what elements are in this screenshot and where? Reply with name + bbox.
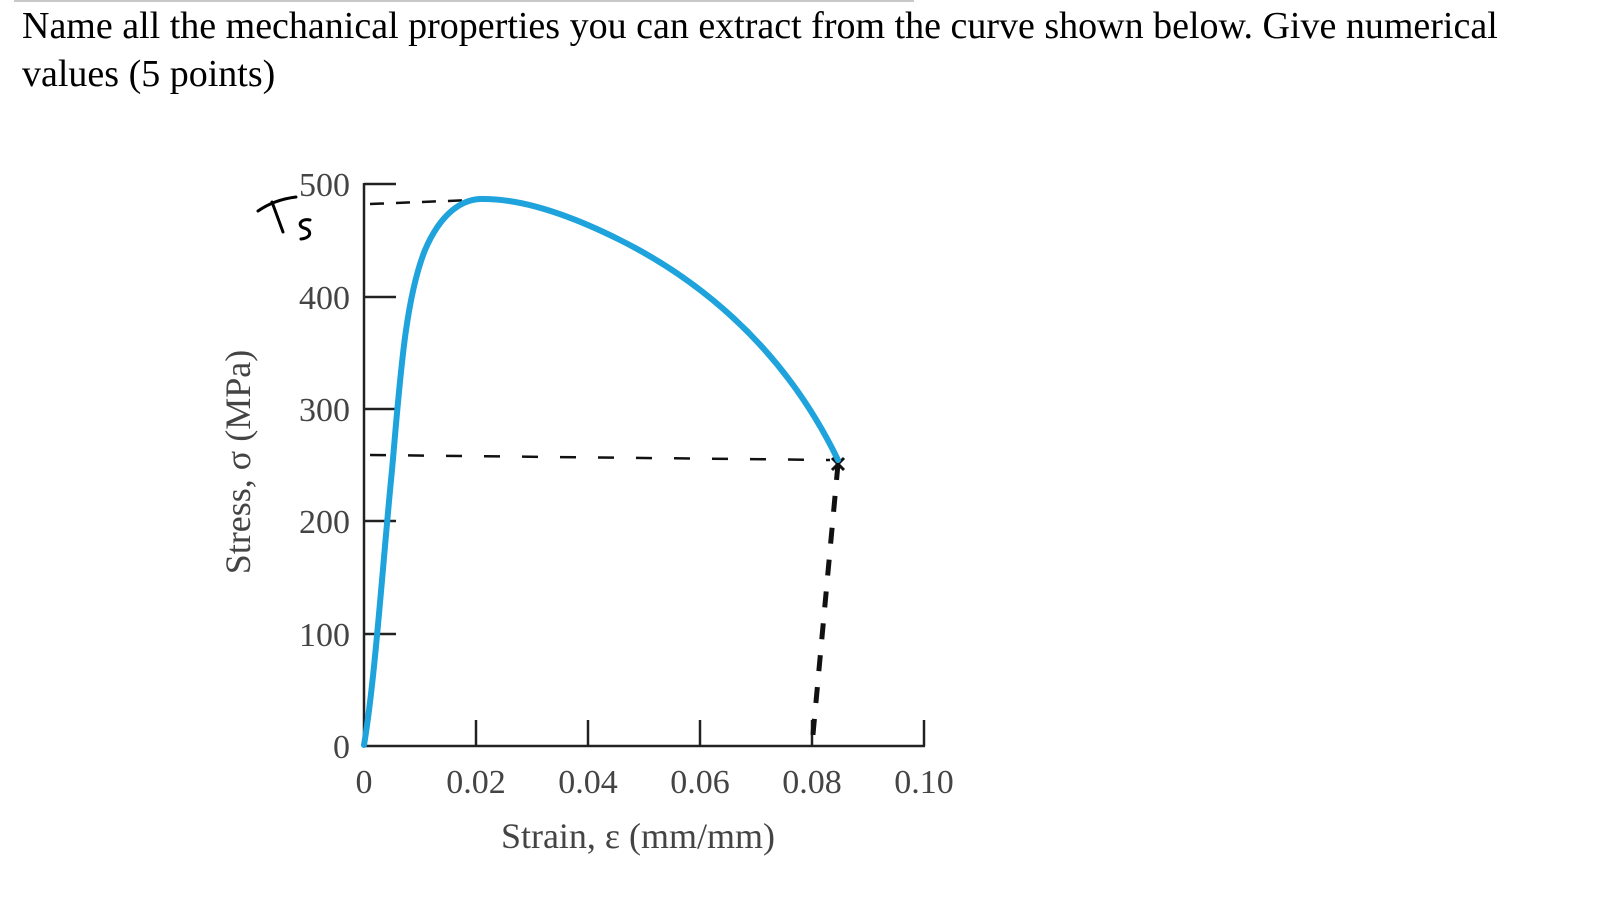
handwritten-label-text: Ts: [0, 0, 2, 1]
x-tick-label: 0.10: [894, 764, 954, 801]
question-text: Name all the mechanical properties you c…: [22, 5, 1498, 95]
y-tick-label: 300: [299, 392, 350, 429]
annotation-lines: [369, 198, 846, 746]
x-tick-label: 0: [356, 764, 373, 801]
x-tick-label: 0.06: [670, 764, 730, 801]
handwritten-ts-annotation: [256, 195, 312, 241]
x-tick-labels: 0 0.02 0.04 0.06 0.08 0.10: [356, 764, 954, 801]
y-tick-label: 500: [299, 167, 350, 204]
stress-strain-curve: [361, 195, 841, 748]
x-axis-title: Strain, ε (mm/mm): [501, 816, 775, 856]
x-tick-label: 0.04: [558, 764, 618, 801]
y-tick-label: 200: [299, 504, 350, 541]
peak-stress-dashed-line: [369, 198, 473, 206]
y-axis-title: Stress, σ (MPa): [218, 350, 258, 574]
y-tick-label: 100: [299, 617, 350, 654]
x-tick-label: 0.02: [446, 764, 506, 801]
top-divider: [14, 0, 914, 2]
axes: [362, 182, 926, 748]
y-tick-label: 400: [299, 280, 350, 317]
elastic-recovery-dashed-line: [809, 463, 841, 746]
fracture-x-mark: [830, 456, 846, 472]
x-tick-label: 0.08: [782, 764, 842, 801]
y-tick-labels: 500 400 300 200 100 0: [299, 167, 350, 766]
fracture-stress-dashed-line: [369, 453, 831, 462]
y-tick-label: 0: [333, 729, 350, 766]
